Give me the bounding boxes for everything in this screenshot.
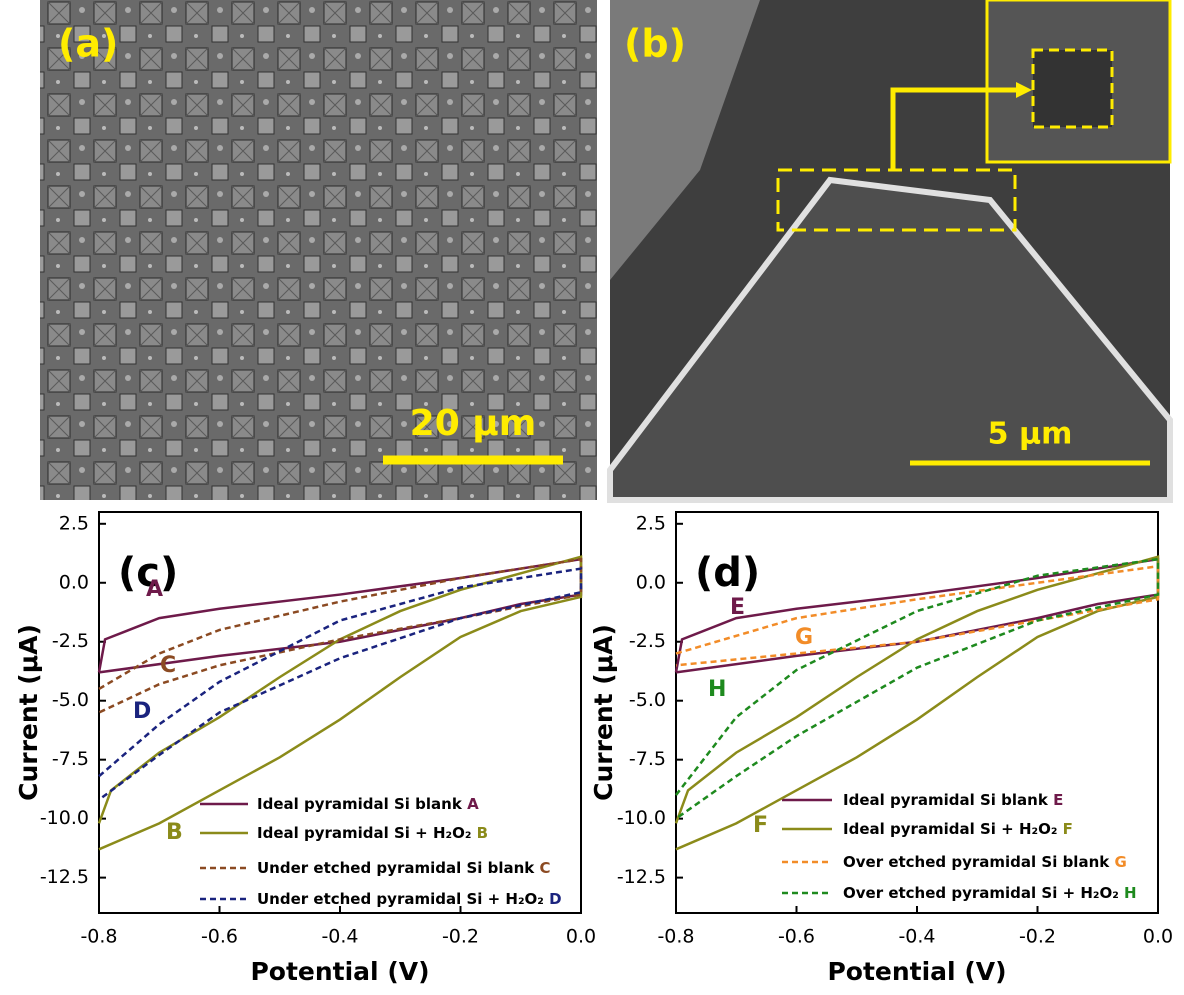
x-tick-label: -0.4 — [321, 926, 358, 948]
legend-entry: Over etched pyramidal Si + H₂O₂ H — [843, 884, 1137, 902]
cv-curve — [676, 559, 1158, 818]
x-tick-label: -0.2 — [442, 926, 479, 948]
y-tick-label: -7.5 — [629, 748, 666, 770]
panel-label: (d) — [695, 550, 760, 596]
charts: -0.8 -0.6 -0.4 -0.2 0.0 2.5 0.0 -2.5 -5.0 -7.5 -10… — [14, 512, 1173, 986]
y-tick-label: -12.5 — [40, 866, 89, 888]
y-tick-label: 2.5 — [636, 512, 666, 534]
y-tick-label: -10.0 — [617, 807, 666, 829]
legend-name: Under etched pyramidal Si blank — [257, 859, 540, 877]
legend-letter: E — [1053, 791, 1063, 809]
legend-entry: Under etched pyramidal Si + H₂O₂ D — [257, 890, 562, 908]
x-axis-title: Potential (V) — [250, 957, 429, 986]
legend-name: Ideal pyramidal Si + H₂O₂ — [843, 820, 1063, 838]
y-tick-label: -5.0 — [629, 689, 666, 711]
legend-name: Ideal pyramidal Si blank — [843, 791, 1053, 809]
y-tick-label: -2.5 — [629, 630, 666, 652]
x-tick-label: 0.0 — [1143, 926, 1173, 948]
legend-entry: Ideal pyramidal Si blank A — [257, 795, 479, 813]
legend-letter: H — [1124, 884, 1137, 902]
x-tick-label: 0.0 — [566, 926, 596, 948]
x-tick-label: -0.4 — [898, 926, 935, 948]
y-tick-label: -2.5 — [52, 630, 89, 652]
inset-box — [1033, 50, 1112, 127]
scale-label: 5 μm — [988, 417, 1073, 452]
x-tick-label: -0.6 — [778, 926, 815, 948]
x-axis-title: Potential (V) — [827, 957, 1006, 986]
y-tick-label: 0.0 — [636, 571, 666, 593]
y-tick-label: -7.5 — [52, 748, 89, 770]
x-tick-label: -0.8 — [657, 926, 694, 948]
curve-label: F — [753, 813, 768, 838]
x-tick-label: -0.2 — [1019, 926, 1056, 948]
x-tick-label: -0.6 — [201, 926, 238, 948]
figure: (a) 20 μm (b) 5 μm -0.8 -0.6 -0.4 -0.2 0.0 2.… — [0, 0, 1184, 991]
curve-label: C — [160, 653, 176, 678]
scale-label: 20 μm — [410, 403, 537, 444]
curve-label: H — [708, 677, 726, 702]
legend-entry: Under etched pyramidal Si blank C — [257, 859, 551, 877]
legend-entry: Over etched pyramidal Si blank G — [843, 853, 1127, 871]
cv-curve — [99, 569, 581, 800]
legend-name: Over etched pyramidal Si + H₂O₂ — [843, 884, 1124, 902]
legend-name: Under etched pyramidal Si + H₂O₂ — [257, 890, 549, 908]
legend-letter: C — [540, 859, 551, 877]
legend-letter: F — [1063, 820, 1073, 838]
y-axis-title: Current (μA) — [589, 624, 618, 801]
legend-letter: A — [467, 795, 479, 813]
panel-label: (b) — [624, 22, 686, 66]
legend-entry: Ideal pyramidal Si blank E — [843, 791, 1063, 809]
y-tick-label: -5.0 — [52, 689, 89, 711]
curve-label: D — [133, 699, 151, 724]
legend-entry: Ideal pyramidal Si + H₂O₂ B — [257, 824, 488, 842]
legend-letter: D — [549, 890, 561, 908]
curve-label: A — [146, 577, 163, 602]
legend-name: Over etched pyramidal Si blank — [843, 853, 1114, 871]
legend-letter: G — [1114, 853, 1126, 871]
x-tick-label: -0.8 — [80, 926, 117, 948]
legend-entry: Ideal pyramidal Si + H₂O₂ F — [843, 820, 1073, 838]
curve-label: G — [795, 625, 813, 650]
y-tick-label: 2.5 — [59, 512, 89, 534]
y-axis-title: Current (μA) — [14, 624, 43, 801]
y-tick-label: 0.0 — [59, 571, 89, 593]
legend-letter: B — [477, 824, 488, 842]
curve-label: B — [166, 820, 183, 845]
legend-name: Ideal pyramidal Si + H₂O₂ — [257, 824, 477, 842]
y-tick-label: -12.5 — [617, 866, 666, 888]
panel-label: (a) — [58, 22, 118, 66]
y-tick-label: -10.0 — [40, 807, 89, 829]
legend-name: Ideal pyramidal Si blank — [257, 795, 467, 813]
curve-label: E — [730, 595, 745, 620]
